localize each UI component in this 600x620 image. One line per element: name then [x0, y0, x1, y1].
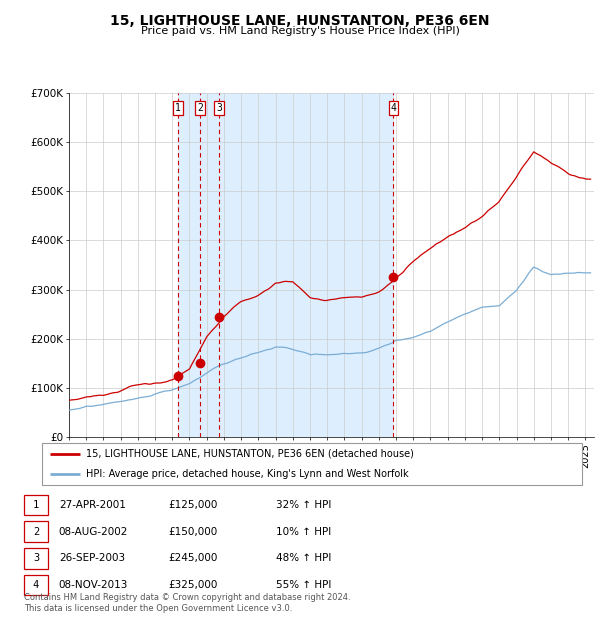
Text: 4: 4 [391, 103, 397, 113]
Text: 3: 3 [217, 103, 222, 113]
Text: 1: 1 [175, 103, 181, 113]
Text: 15, LIGHTHOUSE LANE, HUNSTANTON, PE36 6EN (detached house): 15, LIGHTHOUSE LANE, HUNSTANTON, PE36 6E… [86, 449, 414, 459]
Text: HPI: Average price, detached house, King's Lynn and West Norfolk: HPI: Average price, detached house, King… [86, 469, 409, 479]
Text: Contains HM Land Registry data © Crown copyright and database right 2024.
This d: Contains HM Land Registry data © Crown c… [24, 593, 350, 613]
Text: £325,000: £325,000 [168, 580, 217, 590]
Text: £150,000: £150,000 [168, 526, 217, 537]
Text: 27-APR-2001: 27-APR-2001 [59, 500, 125, 510]
Text: £125,000: £125,000 [168, 500, 217, 510]
Text: 10% ↑ HPI: 10% ↑ HPI [276, 526, 331, 537]
Text: 48% ↑ HPI: 48% ↑ HPI [276, 553, 331, 564]
Text: Price paid vs. HM Land Registry's House Price Index (HPI): Price paid vs. HM Land Registry's House … [140, 26, 460, 36]
Text: 1: 1 [33, 500, 39, 510]
Text: £245,000: £245,000 [168, 553, 217, 564]
Text: 08-NOV-2013: 08-NOV-2013 [59, 580, 128, 590]
Text: 4: 4 [33, 580, 39, 590]
Text: 2: 2 [197, 103, 203, 113]
Text: 3: 3 [33, 553, 39, 564]
Text: 55% ↑ HPI: 55% ↑ HPI [276, 580, 331, 590]
Text: 26-SEP-2003: 26-SEP-2003 [59, 553, 125, 564]
Text: 15, LIGHTHOUSE LANE, HUNSTANTON, PE36 6EN: 15, LIGHTHOUSE LANE, HUNSTANTON, PE36 6E… [110, 14, 490, 28]
Text: 2: 2 [33, 526, 39, 537]
Text: 08-AUG-2002: 08-AUG-2002 [59, 526, 128, 537]
FancyBboxPatch shape [42, 443, 582, 485]
Text: 32% ↑ HPI: 32% ↑ HPI [276, 500, 331, 510]
Bar [178, 93, 394, 437]
